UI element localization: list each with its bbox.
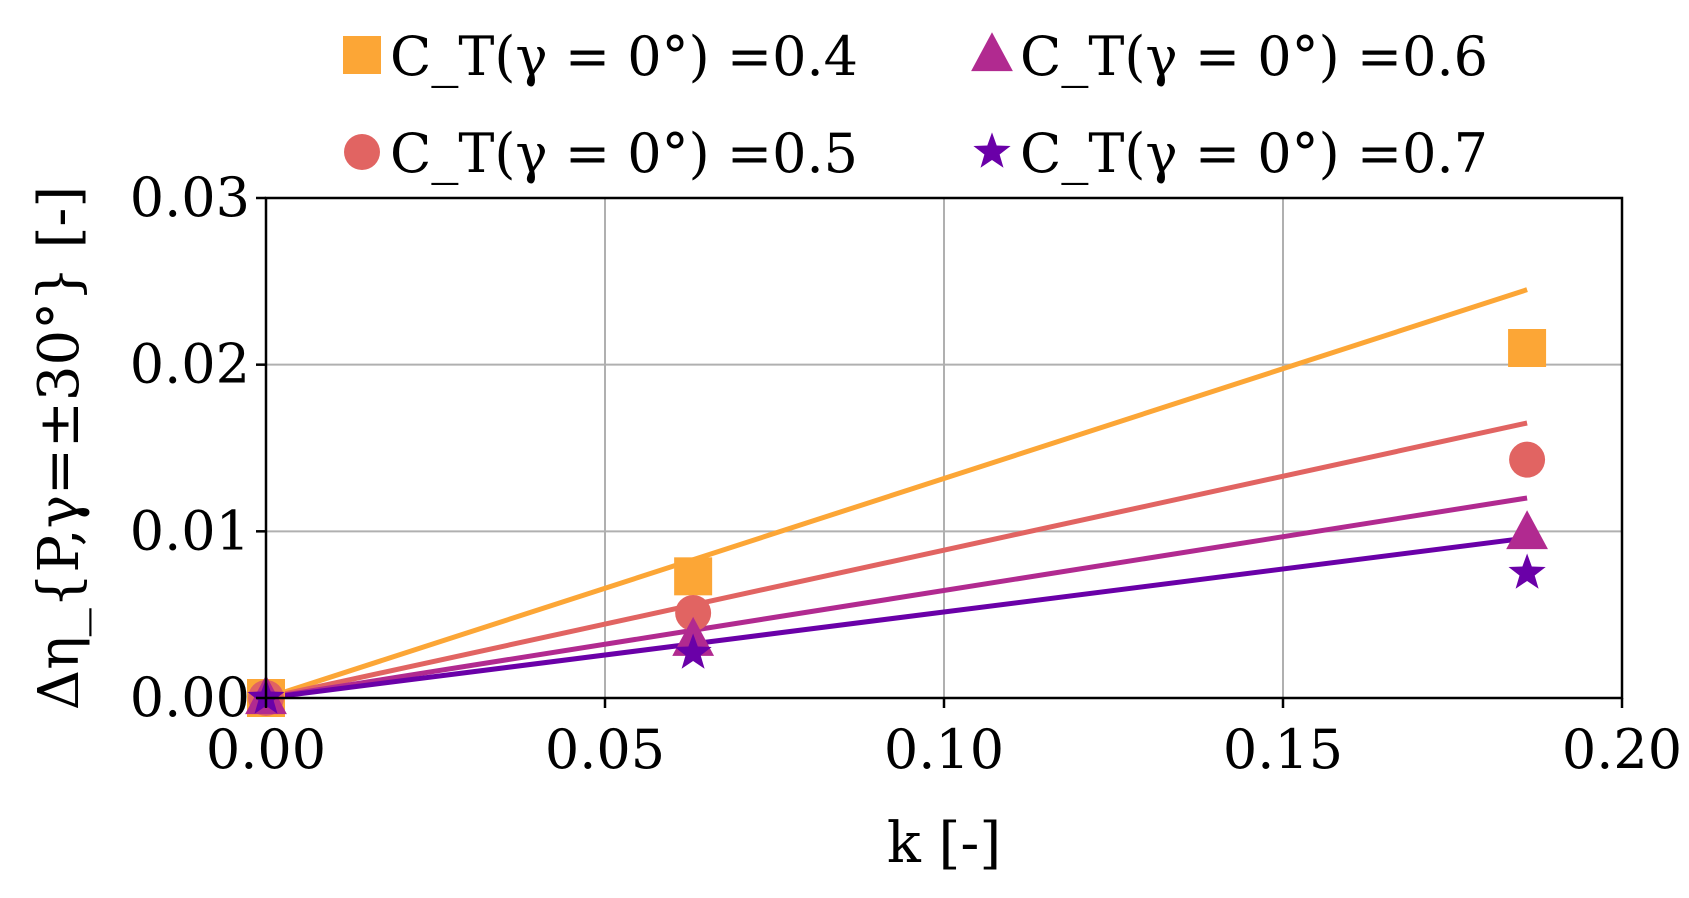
y-tick-label: 0.02: [130, 333, 250, 396]
legend-label: C_T(γ = 0°) =0.6: [1020, 25, 1488, 88]
x-tick-label: 0.00: [206, 718, 326, 781]
fit-line-series-1: [265, 287, 1528, 701]
circle-marker: [344, 134, 380, 170]
legend: C_T(γ = 0°) =0.4 C_T(γ = 0°) =0.5 C_T(γ = …: [343, 25, 1488, 185]
x-tick-label: 0.15: [1223, 718, 1343, 781]
y-tick-label: 0.01: [130, 499, 250, 562]
fit-line-series-4: [265, 535, 1528, 701]
x-axis: 0.00 0.05 0.10 0.15 0.20: [206, 698, 1682, 781]
x-tick-label: 0.05: [545, 718, 665, 781]
square-marker: [343, 36, 381, 74]
fit-lines: [265, 287, 1528, 701]
triangle-marker: [1506, 510, 1548, 550]
square-marker: [674, 557, 713, 596]
fit-line-series-3: [265, 495, 1528, 701]
star-marker: [973, 132, 1011, 168]
star-marker: [674, 633, 712, 669]
star-marker: [1508, 553, 1546, 589]
y-axis-label: Δη_{P,γ=±30°} [-]: [27, 186, 92, 710]
x-tick-label: 0.10: [884, 718, 1004, 781]
circle-marker: [675, 595, 712, 631]
y-tick-label: 0.03: [130, 166, 250, 229]
triangle-marker: [971, 32, 1013, 72]
x-axis-label: k [-]: [887, 811, 1001, 876]
legend-label: C_T(γ = 0°) =0.5: [390, 122, 858, 185]
legend-label: C_T(γ = 0°) =0.7: [1020, 122, 1488, 185]
fit-line-series-2: [265, 420, 1528, 701]
circle-marker: [1509, 441, 1546, 478]
square-marker: [1508, 329, 1547, 367]
x-tick-label: 0.20: [1562, 718, 1682, 781]
y-axis: 0.00 0.01 0.02 0.03: [130, 166, 266, 729]
legend-label: C_T(γ = 0°) =0.4: [390, 25, 858, 88]
y-tick-label: 0.00: [130, 666, 250, 729]
